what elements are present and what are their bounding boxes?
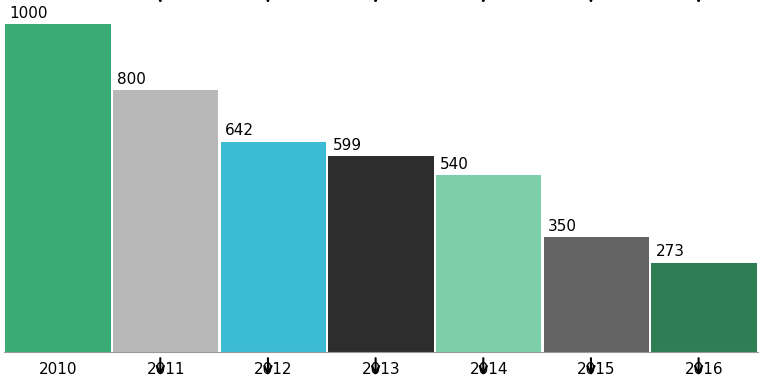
Bar — [328, 156, 434, 352]
Bar — [113, 90, 219, 352]
Bar — [652, 263, 757, 352]
Bar — [543, 237, 649, 352]
Bar — [436, 175, 542, 352]
Text: 599: 599 — [332, 138, 362, 152]
Text: 800: 800 — [117, 72, 146, 86]
Text: 642: 642 — [225, 123, 254, 138]
Text: 273: 273 — [655, 244, 684, 259]
Bar — [5, 24, 110, 352]
Text: 540: 540 — [440, 157, 469, 172]
Text: 1000: 1000 — [10, 6, 48, 21]
Text: 350: 350 — [548, 219, 577, 234]
Bar — [220, 142, 326, 352]
